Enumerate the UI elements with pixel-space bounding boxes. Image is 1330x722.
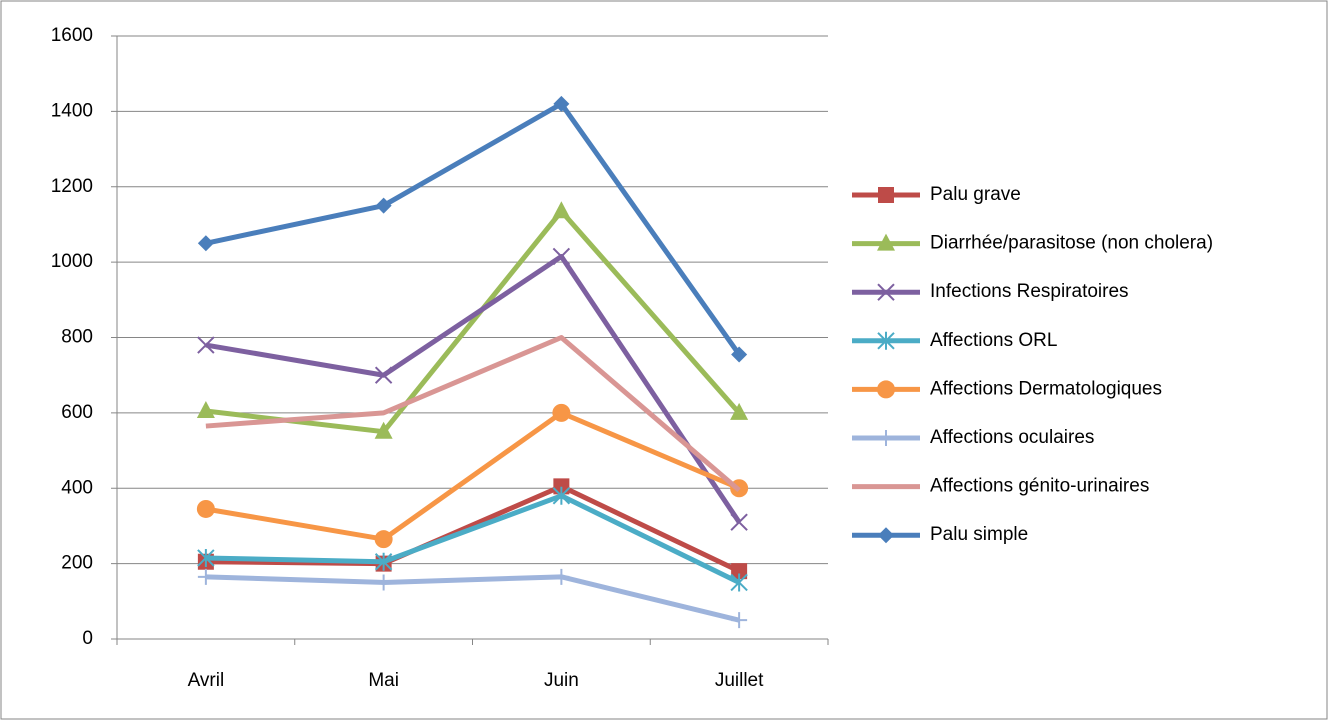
marker [374, 552, 393, 571]
legend-label: Affections oculaires [930, 427, 1094, 448]
y-tick-label: 0 [82, 628, 93, 649]
series [197, 478, 748, 580]
marker [196, 499, 215, 518]
marker [553, 478, 570, 495]
series-line [205, 410, 741, 542]
series [205, 335, 741, 493]
marker [731, 612, 748, 629]
marker [552, 247, 571, 266]
marker [553, 568, 570, 585]
marker [197, 235, 214, 252]
series-line [205, 253, 742, 524]
marker [878, 187, 894, 203]
marker [731, 346, 748, 363]
y-tick-label: 1400 [51, 100, 93, 121]
series-line [205, 335, 741, 493]
series-line [205, 493, 741, 585]
legend-label: Affections ORL [930, 330, 1057, 351]
x-tick-label: Mai [368, 670, 399, 691]
marker [197, 548, 215, 567]
y-tick-label: 200 [61, 553, 93, 574]
marker [375, 197, 392, 214]
marker [196, 400, 215, 418]
marker [878, 527, 894, 544]
marker [552, 403, 571, 422]
marker [877, 233, 895, 251]
marker [730, 573, 748, 592]
marker [197, 568, 214, 585]
series [197, 95, 748, 363]
marker [552, 486, 571, 505]
series-line [205, 101, 742, 356]
marker [197, 336, 215, 354]
legend-label: Affections Dermatologiques [930, 378, 1162, 399]
legend-label: Infections Respiratoires [930, 281, 1129, 302]
marker [878, 430, 894, 446]
y-tick-label: 400 [61, 477, 93, 498]
x-tick-label: Juillet [715, 670, 764, 691]
series [197, 247, 748, 531]
y-tick-label: 800 [61, 327, 93, 348]
marker [375, 574, 392, 591]
legend-label: Affections génito-urinaires [930, 476, 1149, 497]
series [197, 486, 748, 592]
marker [730, 513, 748, 531]
marker [877, 380, 895, 399]
y-tick-label: 1000 [51, 251, 93, 272]
series-line [205, 483, 741, 574]
marker [877, 331, 895, 350]
marker [730, 402, 749, 420]
legend-label: Palu simple [930, 524, 1028, 545]
marker [877, 283, 895, 301]
marker [553, 95, 570, 112]
marker [374, 530, 393, 549]
x-tick-label: Avril [188, 670, 225, 691]
legend-label: Palu grave [930, 184, 1021, 205]
y-tick-label: 1600 [51, 25, 93, 46]
x-tick-label: Juin [544, 670, 579, 691]
marker [731, 563, 748, 580]
legend-label: Diarrhée/parasitose (non cholera) [930, 233, 1213, 254]
marker [374, 366, 393, 384]
marker [552, 201, 571, 219]
series-line [205, 574, 740, 623]
y-tick-label: 600 [61, 402, 93, 423]
marker [374, 421, 393, 439]
series [197, 568, 748, 629]
y-tick-label: 1200 [51, 176, 93, 197]
